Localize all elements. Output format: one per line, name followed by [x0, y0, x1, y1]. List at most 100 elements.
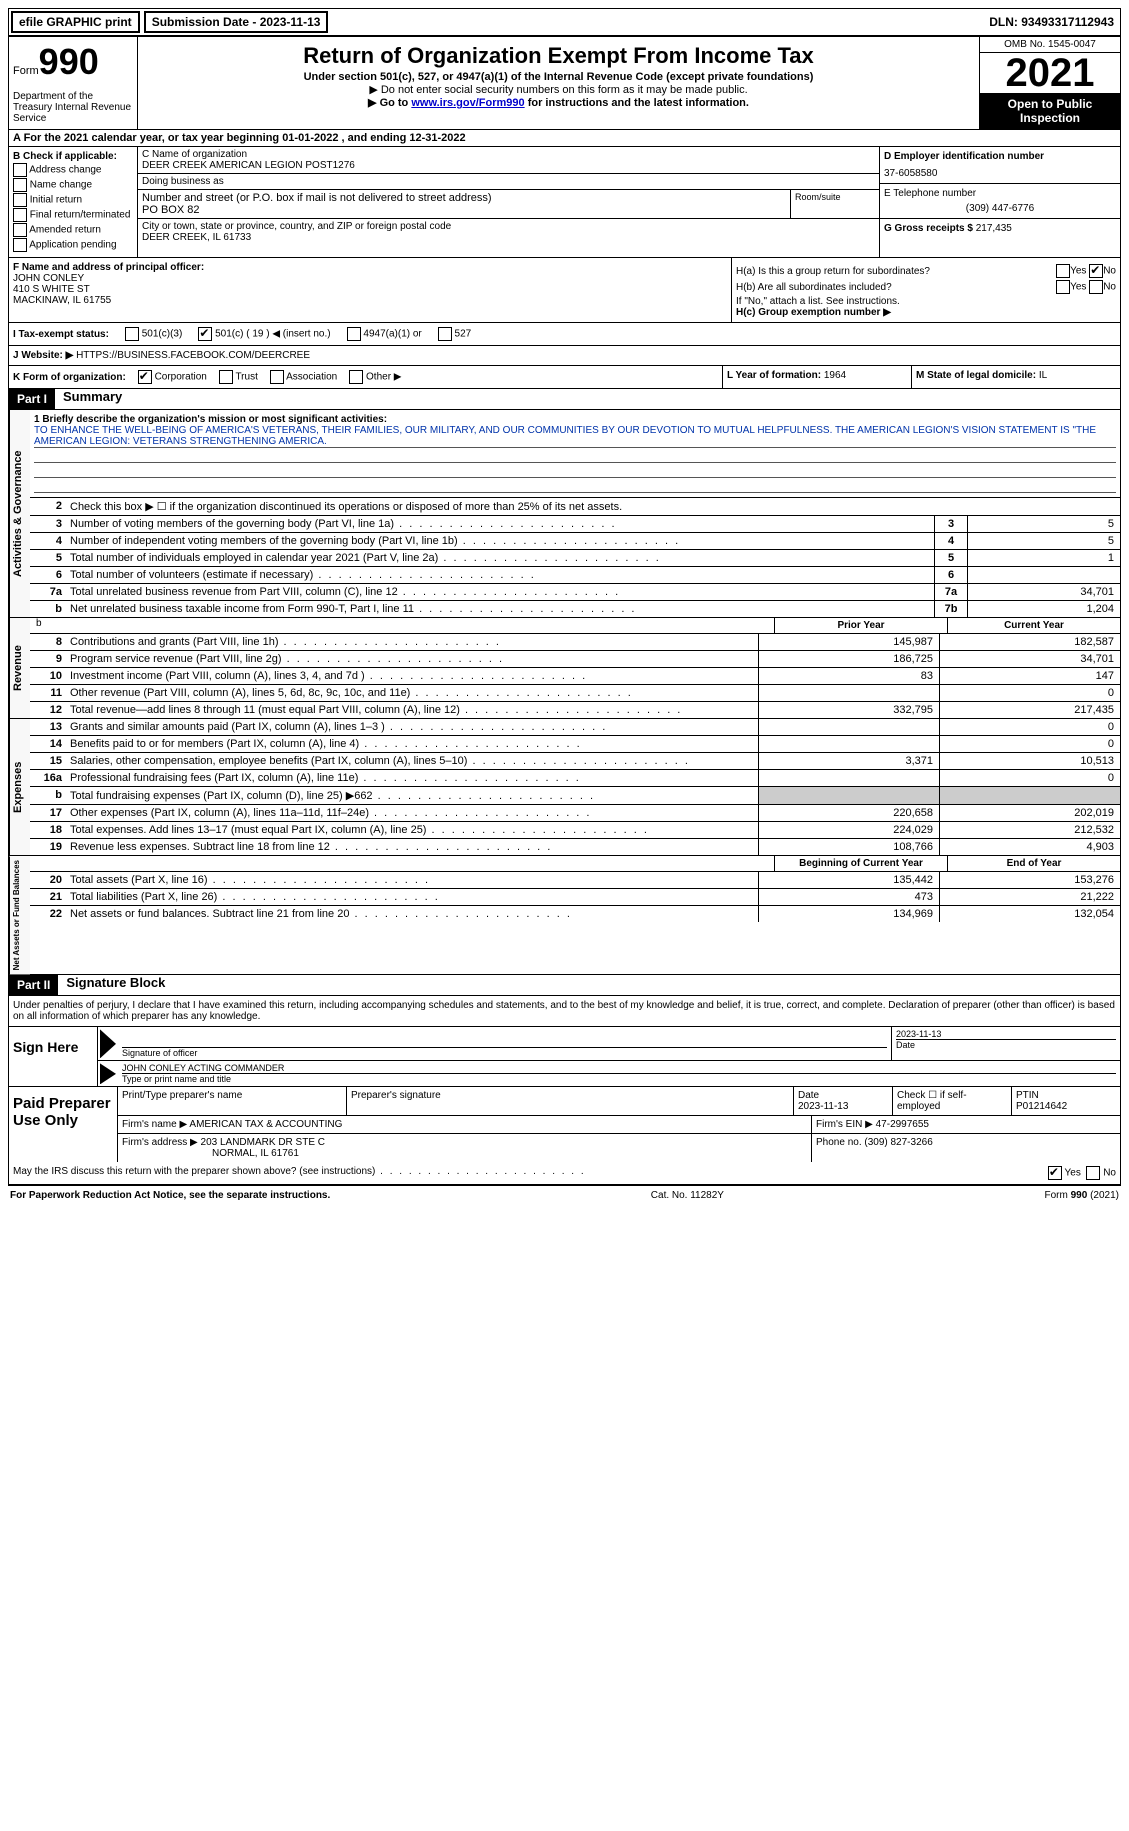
arrow-icon [100, 1029, 116, 1058]
ssn-note: ▶ Do not enter social security numbers o… [142, 83, 975, 96]
discuss-yes-checkbox[interactable] [1048, 1166, 1062, 1180]
part1-tag: Part I [9, 389, 55, 409]
governance-section: Activities & Governance 1 Briefly descri… [8, 410, 1121, 618]
line-klm: K Form of organization: Corporation Trus… [8, 366, 1121, 389]
revenue-section: Revenue b Prior Year Current Year 8Contr… [8, 618, 1121, 719]
summary-line: 7aTotal unrelated business revenue from … [30, 584, 1120, 601]
org-name-label: C Name of organization [142, 149, 875, 160]
hb-note: If "No," attach a list. See instructions… [736, 296, 1116, 307]
irs-link[interactable]: www.irs.gov/Form990 [411, 97, 524, 109]
boxb-item[interactable]: Final return/terminated [13, 208, 133, 222]
summary-line: 5Total number of individuals employed in… [30, 550, 1120, 567]
section-bcd: B Check if applicable: Address change Na… [8, 147, 1121, 258]
prep-name-label: Print/Type preparer's name [118, 1087, 347, 1115]
room-label: Room/suite [795, 192, 875, 202]
summary-line: 22Net assets or fund balances. Subtract … [30, 906, 1120, 922]
form-title: Return of Organization Exempt From Incom… [142, 43, 975, 69]
city-label: City or town, state or province, country… [142, 221, 875, 232]
part1-title: Summary [55, 389, 122, 409]
k-other-checkbox[interactable] [349, 370, 363, 384]
hc-label: H(c) Group exemption number ▶ [736, 307, 1116, 318]
arrow-icon [100, 1063, 116, 1084]
form-number: 990 [39, 41, 99, 82]
part2-header: Part II Signature Block [8, 975, 1121, 996]
side-revenue: Revenue [9, 618, 30, 718]
summary-line: 15Salaries, other compensation, employee… [30, 753, 1120, 770]
paid-preparer-label: Paid Preparer Use Only [9, 1087, 118, 1162]
netassets-section: Net Assets or Fund Balances Beginning of… [8, 856, 1121, 975]
box-f: F Name and address of principal officer:… [9, 258, 731, 322]
paid-preparer-section: Paid Preparer Use Only Print/Type prepar… [9, 1087, 1120, 1162]
org-name: DEER CREEK AMERICAN LEGION POST1276 [142, 160, 875, 171]
i-501c-checkbox[interactable] [198, 327, 212, 341]
self-employed-check[interactable]: Check ☐ if self-employed [893, 1087, 1012, 1115]
discuss-no-checkbox[interactable] [1086, 1166, 1100, 1180]
boxb-item[interactable]: Amended return [13, 223, 133, 237]
top-bar: efile GRAPHIC print Submission Date - 20… [8, 8, 1121, 36]
hb-no-checkbox[interactable] [1089, 280, 1103, 294]
col-end-header: End of Year [947, 856, 1120, 871]
summary-line: 6Total number of volunteers (estimate if… [30, 567, 1120, 584]
ein-value: 37-6058580 [884, 168, 1116, 179]
i-501c3-checkbox[interactable] [125, 327, 139, 341]
footer: For Paperwork Reduction Act Notice, see … [8, 1186, 1121, 1205]
dln-label: DLN: 93493317112943 [983, 13, 1120, 31]
submission-date-box: Submission Date - 2023-11-13 [144, 11, 329, 33]
summary-line: 18Total expenses. Add lines 13–17 (must … [30, 822, 1120, 839]
k-corp-checkbox[interactable] [138, 370, 152, 384]
summary-line: 3Number of voting members of the governi… [30, 516, 1120, 533]
sig-officer-label: Signature of officer [122, 1048, 197, 1058]
declaration-text: Under penalties of perjury, I declare th… [9, 996, 1120, 1027]
side-netassets: Net Assets or Fund Balances [9, 856, 30, 974]
k-assoc-checkbox[interactable] [270, 370, 284, 384]
efile-print-button[interactable]: efile GRAPHIC print [11, 11, 140, 33]
summary-line: 20Total assets (Part X, line 16)135,4421… [30, 872, 1120, 889]
summary-line: 9Program service revenue (Part VIII, lin… [30, 651, 1120, 668]
signature-section: Under penalties of perjury, I declare th… [8, 996, 1121, 1186]
line-i: I Tax-exempt status: 501(c)(3) 501(c) ( … [8, 323, 1121, 346]
line-j: J Website: ▶ HTTPS://BUSINESS.FACEBOOK.C… [8, 346, 1121, 366]
sig-date-label: Date [896, 1040, 915, 1050]
summary-line: 16aProfessional fundraising fees (Part I… [30, 770, 1120, 787]
boxb-item[interactable]: Address change [13, 163, 133, 177]
line-a: A For the 2021 calendar year, or tax yea… [8, 130, 1121, 147]
i-527-checkbox[interactable] [438, 327, 452, 341]
dba-label: Doing business as [142, 176, 875, 187]
boxb-item[interactable]: Name change [13, 178, 133, 192]
expenses-section: Expenses 13Grants and similar amounts pa… [8, 719, 1121, 856]
part2-tag: Part II [9, 975, 58, 995]
mission-box: 1 Briefly describe the organization's mi… [30, 410, 1120, 498]
boxb-item[interactable]: Initial return [13, 193, 133, 207]
line2-desc: Check this box ▶ ☐ if the organization d… [66, 498, 1120, 515]
summary-line: 8Contributions and grants (Part VIII, li… [30, 634, 1120, 651]
form-subtitle: Under section 501(c), 527, or 4947(a)(1)… [142, 71, 975, 83]
boxb-item[interactable]: Application pending [13, 238, 133, 252]
tax-year: 2021 [980, 53, 1120, 93]
ein-label: D Employer identification number [884, 151, 1044, 162]
footer-mid: Cat. No. 11282Y [651, 1190, 724, 1201]
i-4947-checkbox[interactable] [347, 327, 361, 341]
summary-line: 13Grants and similar amounts paid (Part … [30, 719, 1120, 736]
ha-yes-checkbox[interactable] [1056, 264, 1070, 278]
summary-line: bTotal fundraising expenses (Part IX, co… [30, 787, 1120, 805]
city-value: DEER CREEK, IL 61733 [142, 232, 875, 243]
ha-no-checkbox[interactable] [1089, 264, 1103, 278]
part1-header: Part I Summary [8, 389, 1121, 410]
k-trust-checkbox[interactable] [219, 370, 233, 384]
form-number-box: Form990 Department of the Treasury Inter… [9, 37, 138, 129]
hb-yes-checkbox[interactable] [1056, 280, 1070, 294]
sign-here-label: Sign Here [9, 1027, 98, 1086]
prep-sig-label: Preparer's signature [347, 1087, 794, 1115]
street-label: Number and street (or P.O. box if mail i… [142, 192, 786, 204]
summary-line: 11Other revenue (Part VIII, column (A), … [30, 685, 1120, 702]
form-header: Form990 Department of the Treasury Inter… [8, 36, 1121, 130]
section-fh: F Name and address of principal officer:… [8, 258, 1121, 323]
department-label: Department of the Treasury Internal Reve… [13, 91, 133, 124]
summary-line: 10Investment income (Part VIII, column (… [30, 668, 1120, 685]
part2-title: Signature Block [58, 975, 165, 995]
officer-name: JOHN CONLEY [13, 273, 84, 284]
sig-date-value: 2023-11-13 [896, 1029, 1116, 1040]
tel-value: (309) 447-6776 [884, 203, 1116, 214]
goto-note: ▶ Go to www.irs.gov/Form990 for instruct… [142, 96, 975, 109]
summary-line: 21Total liabilities (Part X, line 26)473… [30, 889, 1120, 906]
